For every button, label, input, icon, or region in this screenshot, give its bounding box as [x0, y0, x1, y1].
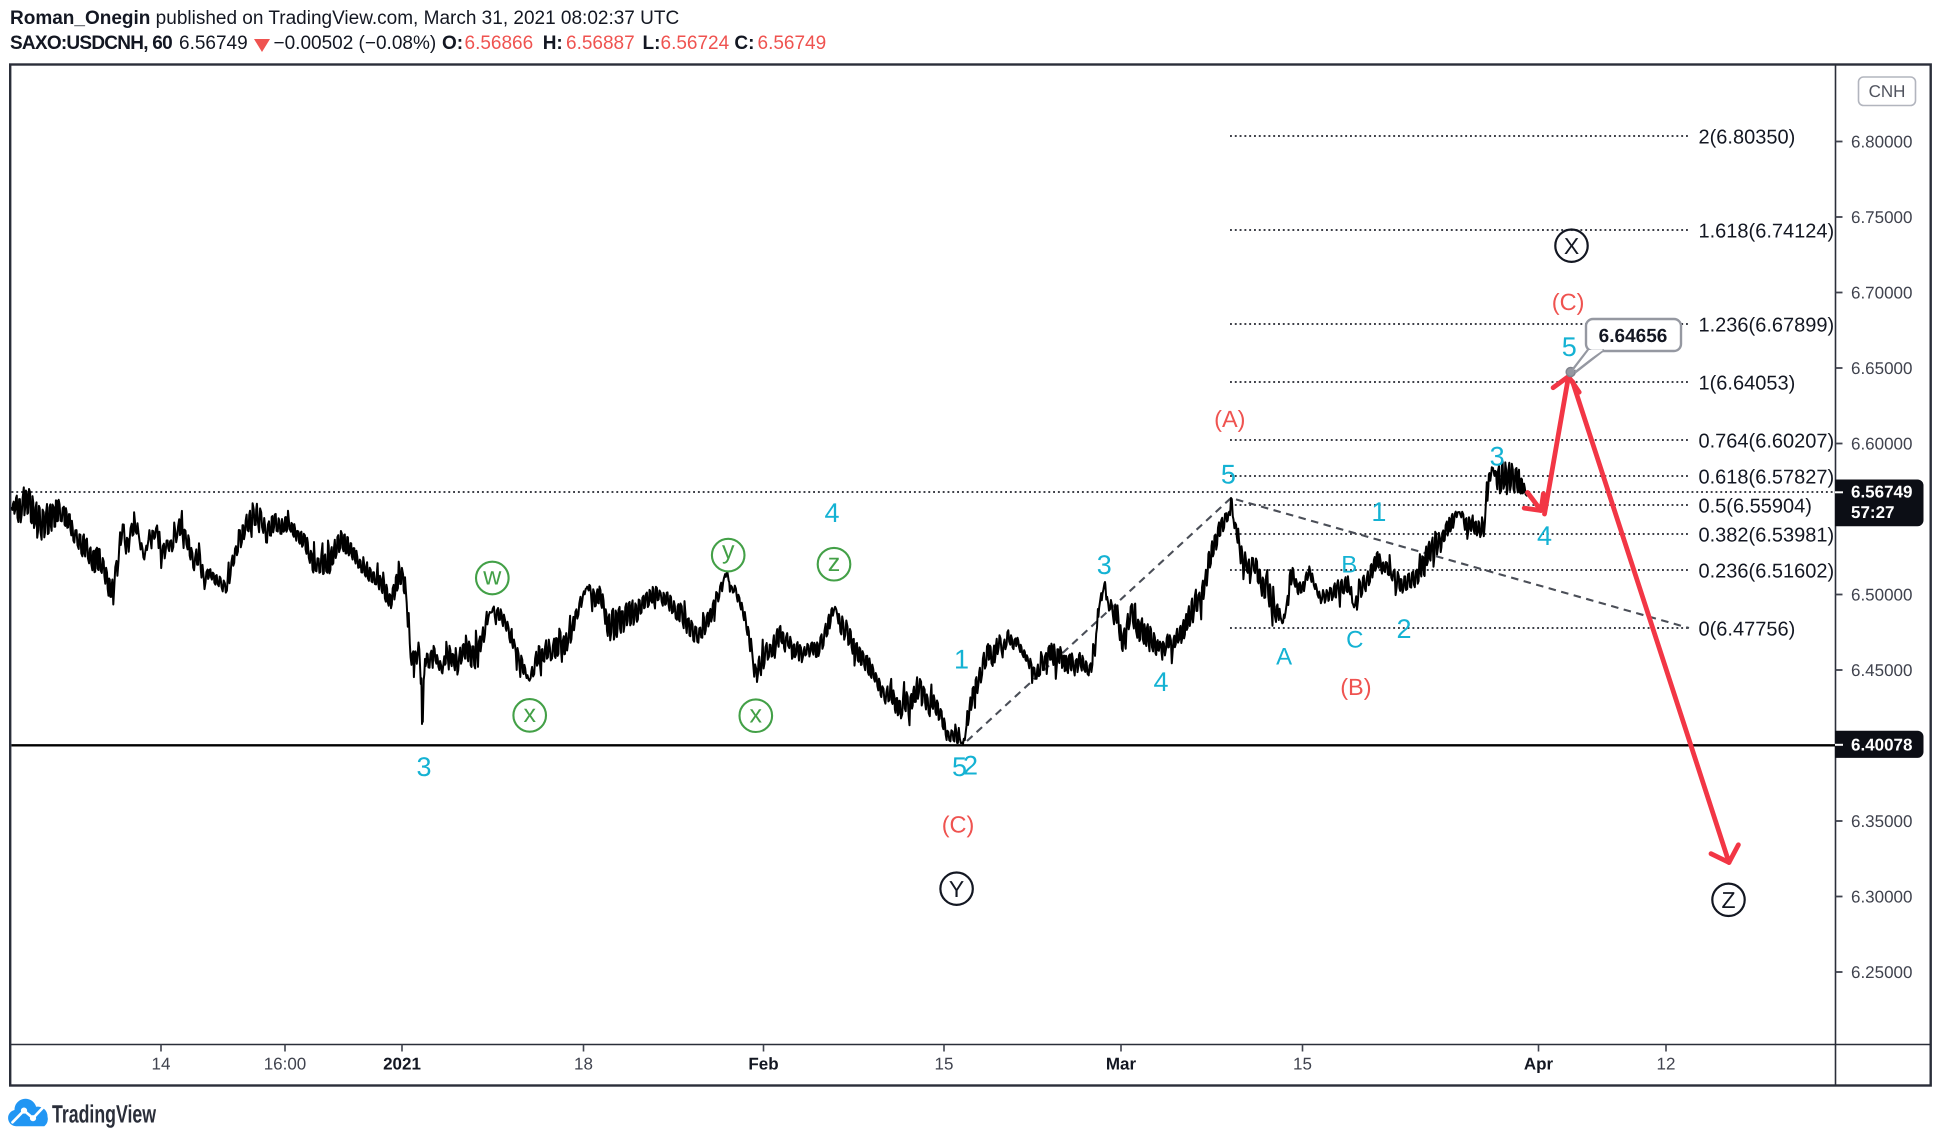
svg-text:CNH: CNH: [1869, 82, 1906, 101]
svg-text:3: 3: [1490, 441, 1505, 471]
svg-text:15: 15: [935, 1055, 954, 1074]
svg-text:1.236(6.67899): 1.236(6.67899): [1699, 314, 1835, 336]
svg-text:14: 14: [152, 1055, 171, 1074]
svg-text:1: 1: [954, 644, 969, 674]
svg-text:5: 5: [952, 752, 967, 782]
svg-text:X: X: [1564, 233, 1579, 259]
svg-text:57:27: 57:27: [1851, 503, 1894, 522]
svg-text:(A): (A): [1214, 406, 1245, 432]
svg-text:6.60000: 6.60000: [1851, 435, 1912, 454]
svg-text:2(6.80350): 2(6.80350): [1699, 126, 1796, 148]
svg-text:0.764(6.60207): 0.764(6.60207): [1699, 430, 1835, 452]
svg-text:0.5(6.55904): 0.5(6.55904): [1699, 495, 1812, 517]
svg-text:(C): (C): [942, 811, 975, 837]
svg-text:(C): (C): [1552, 289, 1585, 315]
svg-text:18: 18: [574, 1055, 593, 1074]
svg-text:0.618(6.57827): 0.618(6.57827): [1699, 466, 1835, 488]
svg-text:0.236(6.51602): 0.236(6.51602): [1699, 560, 1835, 582]
svg-text:y: y: [722, 537, 735, 565]
svg-text:15: 15: [1293, 1055, 1312, 1074]
svg-text:2021: 2021: [383, 1055, 421, 1074]
svg-text:A: A: [1276, 644, 1292, 671]
svg-text:Y: Y: [949, 876, 964, 902]
svg-text:Mar: Mar: [1106, 1055, 1137, 1074]
svg-text:0.382(6.53981): 0.382(6.53981): [1699, 524, 1835, 546]
svg-text:6.50000: 6.50000: [1851, 586, 1912, 605]
svg-text:1(6.64053): 1(6.64053): [1699, 372, 1796, 394]
svg-text:x: x: [523, 700, 536, 728]
svg-text:6.64656: 6.64656: [1599, 326, 1668, 347]
svg-text:(B): (B): [1340, 674, 1371, 700]
svg-text:4: 4: [824, 498, 839, 528]
svg-text:1: 1: [1371, 497, 1386, 527]
svg-text:4: 4: [1537, 521, 1552, 551]
svg-text:6.75000: 6.75000: [1851, 208, 1912, 227]
svg-text:6.56749: 6.56749: [1851, 483, 1912, 502]
svg-text:1.618(6.74124): 1.618(6.74124): [1699, 220, 1835, 242]
svg-text:6.30000: 6.30000: [1851, 888, 1912, 907]
svg-text:16:00: 16:00: [264, 1055, 307, 1074]
svg-text:Feb: Feb: [748, 1055, 778, 1074]
svg-text:12: 12: [1657, 1055, 1676, 1074]
svg-text:6.45000: 6.45000: [1851, 661, 1912, 680]
svg-text:Z: Z: [1721, 887, 1735, 913]
svg-text:6.40078: 6.40078: [1851, 736, 1912, 755]
svg-text:4: 4: [1153, 667, 1168, 697]
svg-text:B: B: [1341, 552, 1357, 579]
svg-text:0(6.47756): 0(6.47756): [1699, 618, 1796, 640]
svg-text:6.80000: 6.80000: [1851, 133, 1912, 152]
svg-text:6.25000: 6.25000: [1851, 963, 1912, 982]
svg-text:w: w: [482, 563, 502, 591]
svg-text:3: 3: [1097, 550, 1112, 580]
svg-text:6.70000: 6.70000: [1851, 284, 1912, 303]
svg-text:2: 2: [1396, 614, 1411, 644]
svg-text:C: C: [1346, 627, 1363, 654]
svg-text:2: 2: [963, 750, 978, 780]
svg-text:6.65000: 6.65000: [1851, 359, 1912, 378]
svg-text:x: x: [750, 700, 763, 728]
svg-text:5: 5: [1562, 332, 1577, 362]
svg-text:z: z: [828, 549, 841, 577]
svg-text:3: 3: [416, 752, 431, 782]
svg-text:6.35000: 6.35000: [1851, 812, 1912, 831]
svg-text:Apr: Apr: [1524, 1055, 1554, 1074]
svg-text:5: 5: [1221, 460, 1236, 490]
svg-text:TradingView: TradingView: [52, 1101, 156, 1129]
